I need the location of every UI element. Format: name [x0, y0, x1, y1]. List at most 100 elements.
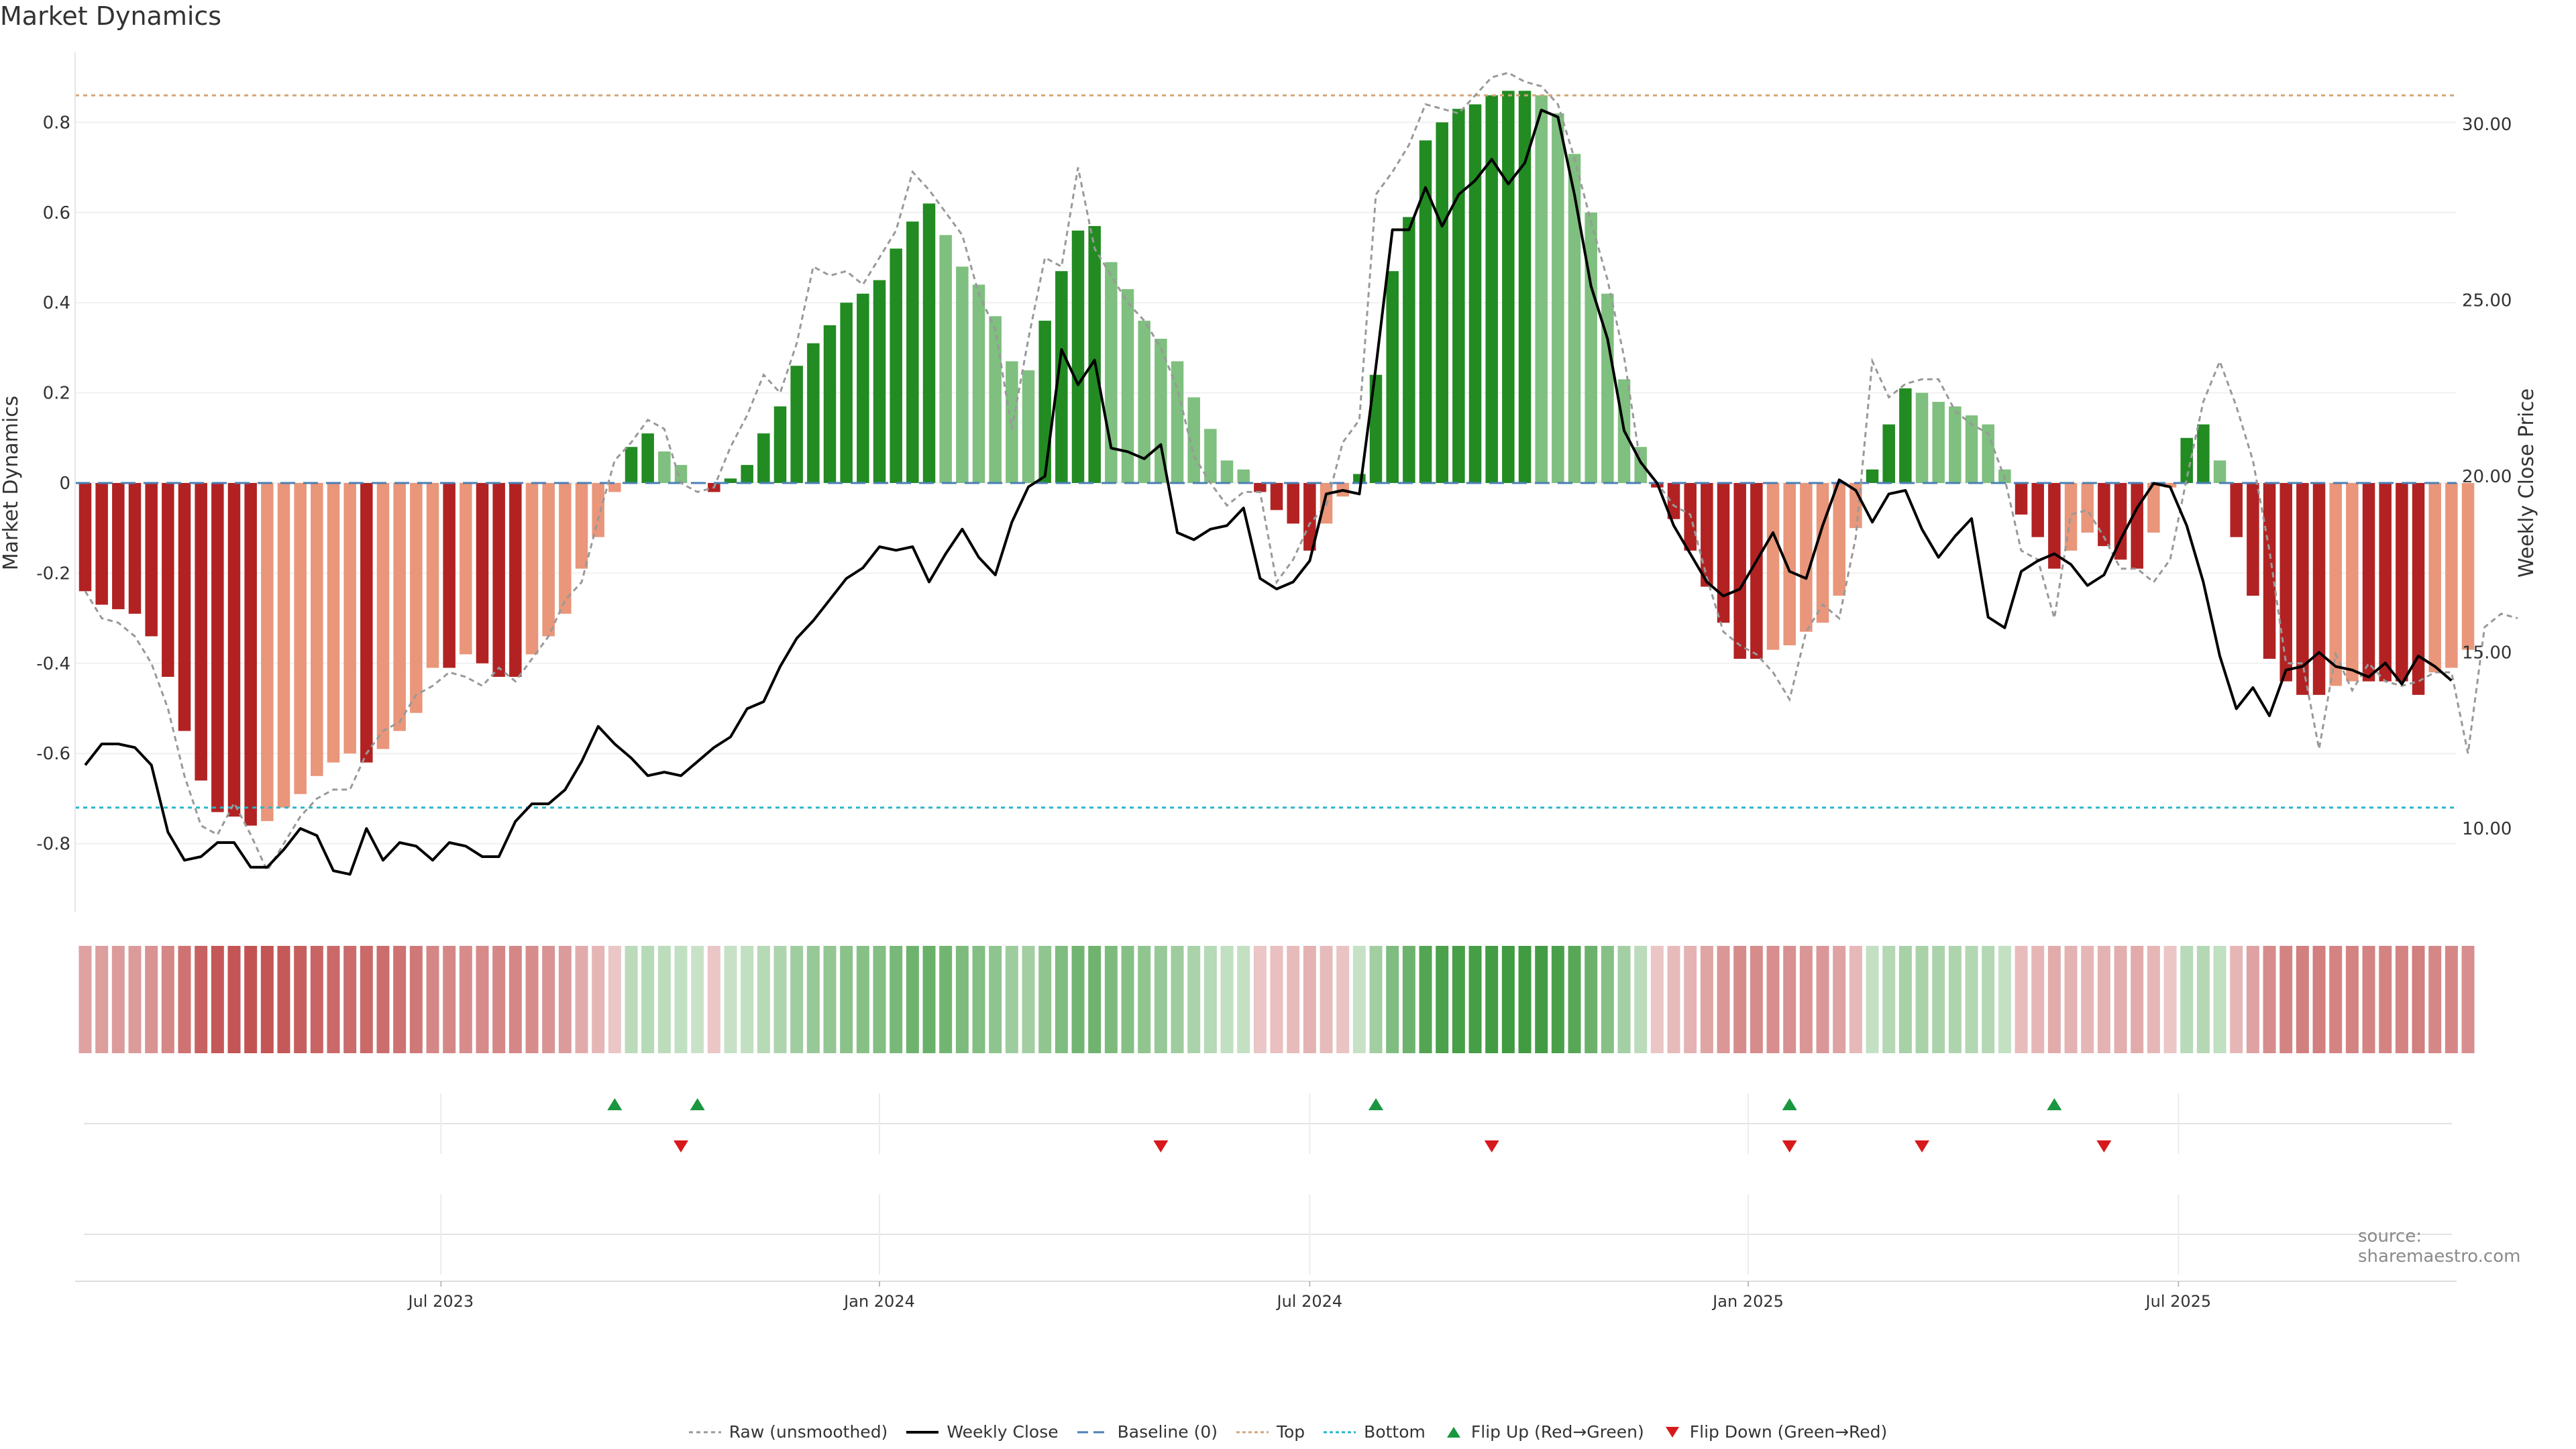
heat-cell	[890, 946, 903, 1053]
dynamics-bar	[922, 203, 936, 483]
dynamics-bar	[1982, 424, 1994, 483]
dynamics-bar	[1502, 91, 1515, 484]
dynamics-bar	[1088, 225, 1101, 483]
heat-cell	[806, 946, 820, 1053]
heat-cell	[2163, 946, 2177, 1053]
heat-cell	[1402, 946, 1415, 1053]
dynamics-bar	[1303, 483, 1316, 551]
source-note: source: sharemaestro.com	[2358, 1226, 2521, 1267]
heat-cell	[2263, 946, 2276, 1053]
dynamics-bar	[460, 483, 472, 655]
dynamics-bar	[2279, 483, 2292, 682]
dynamics-bar	[2445, 483, 2458, 668]
dynamics-bar	[2346, 483, 2359, 682]
dynamics-bar	[807, 343, 820, 483]
dynamics-bar	[2263, 483, 2276, 659]
dynamics-bar	[1038, 321, 1051, 483]
heat-cell	[161, 946, 174, 1053]
heat-cell	[1220, 946, 1234, 1053]
heat-cell	[327, 946, 340, 1053]
heat-cell	[145, 946, 158, 1053]
heat-cell	[1700, 946, 1713, 1053]
dynamics-bar	[95, 483, 108, 605]
heat-cell	[1965, 946, 1978, 1053]
dynamics-bar	[1866, 469, 1879, 483]
heat-cell	[1203, 946, 1217, 1053]
heat-cell	[1750, 946, 1763, 1053]
dynamics-bar	[277, 483, 290, 808]
dynamics-bar	[1585, 212, 1597, 483]
heat-cell	[2362, 946, 2375, 1053]
dynamics-bar	[327, 483, 340, 763]
dynamics-bar	[509, 483, 522, 677]
dynamics-bar	[2329, 483, 2342, 686]
legend-item-raw: Raw (unsmoothed)	[688, 1422, 888, 1442]
flip-down-marker	[1484, 1140, 1499, 1152]
y-tick-label: 0.4	[43, 293, 70, 313]
dynamics-bar	[1403, 217, 1415, 483]
heat-cell	[2345, 946, 2359, 1053]
heat-cell	[1998, 946, 2011, 1053]
heat-cell	[1915, 946, 1929, 1053]
flip-down-marker	[674, 1140, 689, 1152]
dynamics-bar	[1733, 483, 1746, 659]
dynamics-bar	[1800, 483, 1813, 632]
y2-tick-label: 15.00	[2462, 643, 2512, 663]
heat-cell	[625, 946, 638, 1053]
dynamics-bar	[1552, 113, 1564, 483]
dynamics-bar	[1766, 483, 1780, 650]
dynamics-bars	[78, 91, 2475, 826]
dynamics-bar	[1171, 361, 1184, 483]
heat-cell	[1352, 946, 1366, 1053]
heat-cell	[2047, 946, 2061, 1053]
heat-cell	[2395, 946, 2408, 1053]
heat-cell	[939, 946, 953, 1053]
legend-item-close: Weekly Close	[906, 1422, 1059, 1442]
dynamics-bar	[1701, 483, 1713, 587]
legend-label: Flip Down (Green→Red)	[1689, 1422, 1888, 1442]
dynamics-bar	[1386, 271, 1399, 483]
x-tick-label: Jan 2025	[1711, 1292, 1784, 1311]
heat-cell	[1287, 946, 1300, 1053]
heat-cell	[2246, 946, 2259, 1053]
dynamics-bar	[311, 483, 323, 776]
y2-tick-label: 30.00	[2462, 115, 2512, 135]
heat-cell	[1253, 946, 1267, 1053]
dynamics-bar	[376, 483, 390, 749]
x-tick-label: Jan 2024	[843, 1292, 915, 1311]
x-axis: Jul 2023 Jan 2024 Jul 2024 Jan 2025 Jul 2025	[75, 1281, 2457, 1311]
dynamics-bar	[492, 483, 505, 677]
heat-cell	[310, 946, 323, 1053]
dynamics-bar	[1220, 460, 1234, 483]
dynamics-bar	[790, 366, 803, 483]
dynamics-bar	[1568, 154, 1581, 483]
dynamics-bar	[1882, 424, 1895, 483]
flip-up-marker	[2047, 1098, 2062, 1110]
heat-cell	[1187, 946, 1201, 1053]
heat-cell	[1452, 946, 1465, 1053]
heat-cell	[1684, 946, 1697, 1053]
heat-cell	[1667, 946, 1680, 1053]
heat-cell	[1833, 946, 1846, 1053]
heat-cell	[823, 946, 837, 1053]
dynamics-bar	[1667, 483, 1680, 519]
dynamics-bar	[2296, 483, 2309, 695]
dynamics-bar	[2031, 483, 2044, 537]
dynamics-bar	[724, 478, 737, 483]
dynamics-bar	[1237, 469, 1250, 483]
legend-label: Weekly Close	[947, 1422, 1059, 1442]
heat-cell	[1617, 946, 1631, 1053]
heat-cell	[294, 946, 307, 1053]
dynamics-bar	[1816, 483, 1829, 623]
dynamics-bar	[542, 483, 555, 637]
heat-cell	[955, 946, 969, 1053]
y2-tick-label: 10.00	[2462, 819, 2512, 839]
dynamics-bar	[343, 483, 356, 754]
heat-cell	[1336, 946, 1350, 1053]
legend-item-baseline: Baseline (0)	[1077, 1422, 1218, 1442]
dynamics-bar	[2048, 483, 2061, 569]
dynamics-bar	[2197, 424, 2210, 483]
heat-cell	[1237, 946, 1250, 1053]
dynamics-bar	[1121, 289, 1134, 483]
dynamics-bar	[2064, 483, 2078, 551]
